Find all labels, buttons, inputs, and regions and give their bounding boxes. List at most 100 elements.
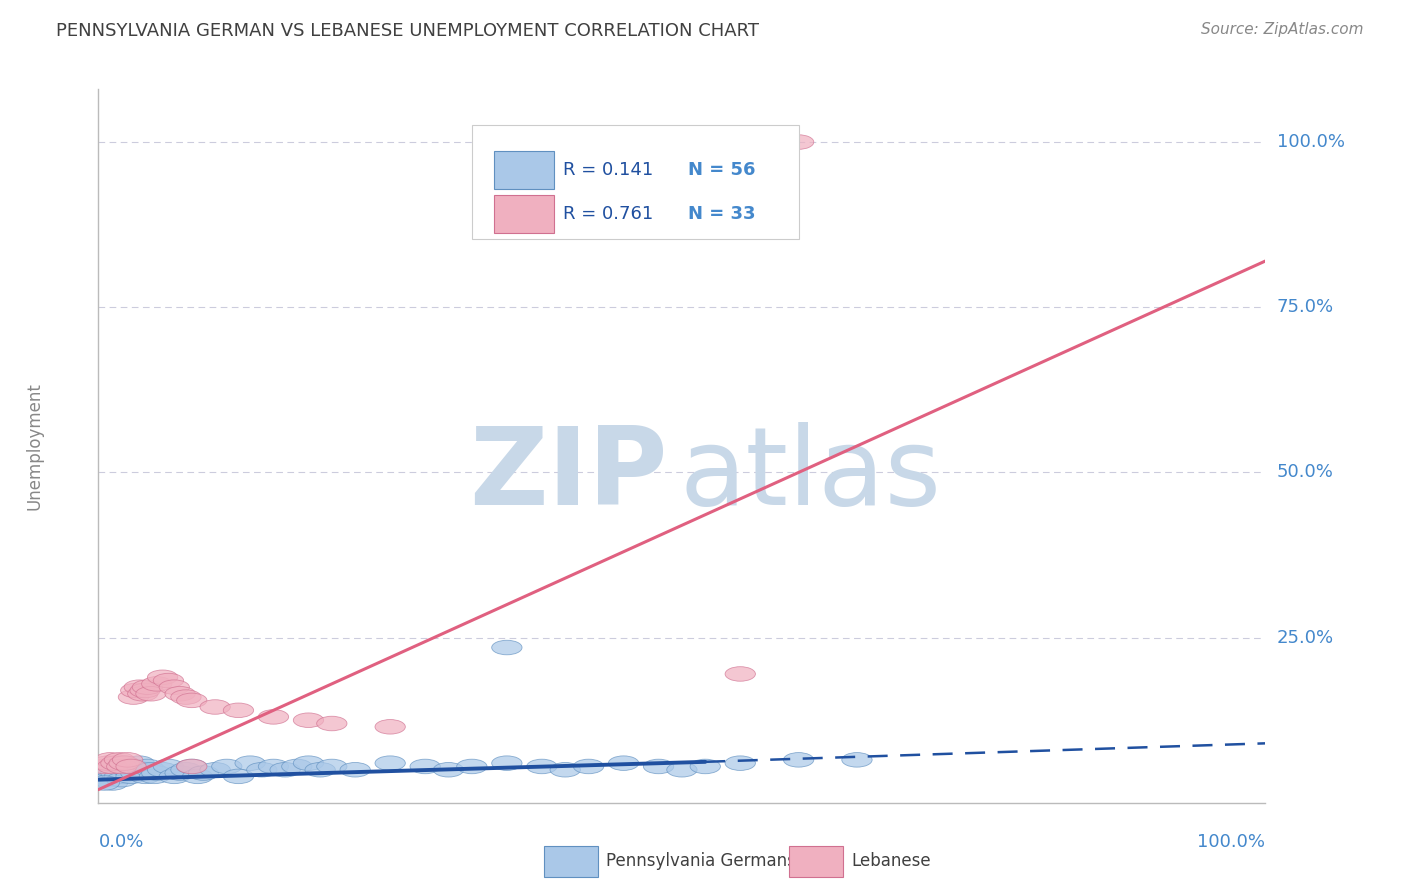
Ellipse shape xyxy=(492,640,522,655)
Ellipse shape xyxy=(457,759,486,773)
Ellipse shape xyxy=(246,763,277,777)
Ellipse shape xyxy=(121,683,150,698)
FancyBboxPatch shape xyxy=(789,846,844,877)
Ellipse shape xyxy=(108,756,139,771)
Ellipse shape xyxy=(101,766,131,780)
Text: 50.0%: 50.0% xyxy=(1277,464,1333,482)
Ellipse shape xyxy=(281,759,312,773)
Ellipse shape xyxy=(224,769,253,784)
Ellipse shape xyxy=(93,772,122,787)
Ellipse shape xyxy=(259,759,288,773)
Ellipse shape xyxy=(224,703,253,717)
Ellipse shape xyxy=(165,766,195,780)
Ellipse shape xyxy=(89,759,120,773)
Ellipse shape xyxy=(235,756,266,771)
Text: N = 56: N = 56 xyxy=(688,161,755,179)
Ellipse shape xyxy=(89,776,120,790)
Ellipse shape xyxy=(136,763,166,777)
Text: 75.0%: 75.0% xyxy=(1277,298,1334,317)
Ellipse shape xyxy=(153,759,184,773)
FancyBboxPatch shape xyxy=(494,151,554,189)
Ellipse shape xyxy=(411,759,440,773)
Text: ZIP: ZIP xyxy=(470,422,668,527)
Ellipse shape xyxy=(644,759,673,773)
Ellipse shape xyxy=(118,759,149,773)
Text: R = 0.761: R = 0.761 xyxy=(562,205,654,223)
Ellipse shape xyxy=(725,756,755,771)
Ellipse shape xyxy=(108,756,139,771)
Ellipse shape xyxy=(121,766,150,780)
Ellipse shape xyxy=(177,759,207,773)
Ellipse shape xyxy=(112,753,143,767)
Ellipse shape xyxy=(666,763,697,777)
Ellipse shape xyxy=(118,690,149,705)
Ellipse shape xyxy=(527,759,557,773)
Ellipse shape xyxy=(132,680,163,695)
Ellipse shape xyxy=(574,759,603,773)
Text: atlas: atlas xyxy=(679,422,942,527)
Ellipse shape xyxy=(375,756,405,771)
Ellipse shape xyxy=(188,766,218,780)
Ellipse shape xyxy=(783,135,814,149)
Text: 100.0%: 100.0% xyxy=(1277,133,1344,151)
Ellipse shape xyxy=(259,710,288,724)
Ellipse shape xyxy=(136,687,166,701)
Ellipse shape xyxy=(115,769,146,784)
Ellipse shape xyxy=(270,763,301,777)
Ellipse shape xyxy=(170,690,201,705)
Ellipse shape xyxy=(115,759,146,773)
Ellipse shape xyxy=(159,680,190,695)
Ellipse shape xyxy=(200,763,231,777)
Ellipse shape xyxy=(142,766,172,780)
Ellipse shape xyxy=(107,772,136,787)
Ellipse shape xyxy=(183,769,212,784)
Ellipse shape xyxy=(340,763,370,777)
Text: Source: ZipAtlas.com: Source: ZipAtlas.com xyxy=(1201,22,1364,37)
Text: Pennsylvania Germans: Pennsylvania Germans xyxy=(606,853,796,871)
FancyBboxPatch shape xyxy=(494,194,554,233)
Ellipse shape xyxy=(124,680,155,695)
Ellipse shape xyxy=(294,713,323,728)
Ellipse shape xyxy=(97,759,128,773)
Ellipse shape xyxy=(148,763,177,777)
Ellipse shape xyxy=(177,693,207,707)
Ellipse shape xyxy=(96,753,125,767)
Ellipse shape xyxy=(492,756,522,771)
Ellipse shape xyxy=(101,756,131,771)
Ellipse shape xyxy=(316,759,347,773)
Ellipse shape xyxy=(107,759,136,773)
Ellipse shape xyxy=(148,670,177,684)
Ellipse shape xyxy=(128,687,157,701)
Ellipse shape xyxy=(129,683,160,698)
Text: 0.0%: 0.0% xyxy=(98,833,143,851)
FancyBboxPatch shape xyxy=(544,846,598,877)
Ellipse shape xyxy=(104,753,135,767)
Ellipse shape xyxy=(124,756,155,771)
Ellipse shape xyxy=(129,769,160,784)
Ellipse shape xyxy=(153,673,184,688)
Ellipse shape xyxy=(165,687,195,701)
Text: 25.0%: 25.0% xyxy=(1277,629,1334,647)
Ellipse shape xyxy=(842,753,872,767)
Ellipse shape xyxy=(142,677,172,691)
Ellipse shape xyxy=(316,716,347,731)
Ellipse shape xyxy=(93,756,122,771)
Ellipse shape xyxy=(170,763,201,777)
Ellipse shape xyxy=(96,763,125,777)
Ellipse shape xyxy=(159,769,190,784)
Text: 100.0%: 100.0% xyxy=(1198,833,1265,851)
Ellipse shape xyxy=(690,759,720,773)
Ellipse shape xyxy=(97,776,128,790)
FancyBboxPatch shape xyxy=(472,125,799,239)
Ellipse shape xyxy=(212,759,242,773)
Ellipse shape xyxy=(177,759,207,773)
Ellipse shape xyxy=(128,763,157,777)
Ellipse shape xyxy=(550,763,581,777)
Text: N = 33: N = 33 xyxy=(688,205,755,223)
Ellipse shape xyxy=(609,756,638,771)
Ellipse shape xyxy=(104,769,135,784)
Ellipse shape xyxy=(433,763,464,777)
Ellipse shape xyxy=(725,666,755,681)
Text: Unemployment: Unemployment xyxy=(25,382,44,510)
Ellipse shape xyxy=(112,763,143,777)
